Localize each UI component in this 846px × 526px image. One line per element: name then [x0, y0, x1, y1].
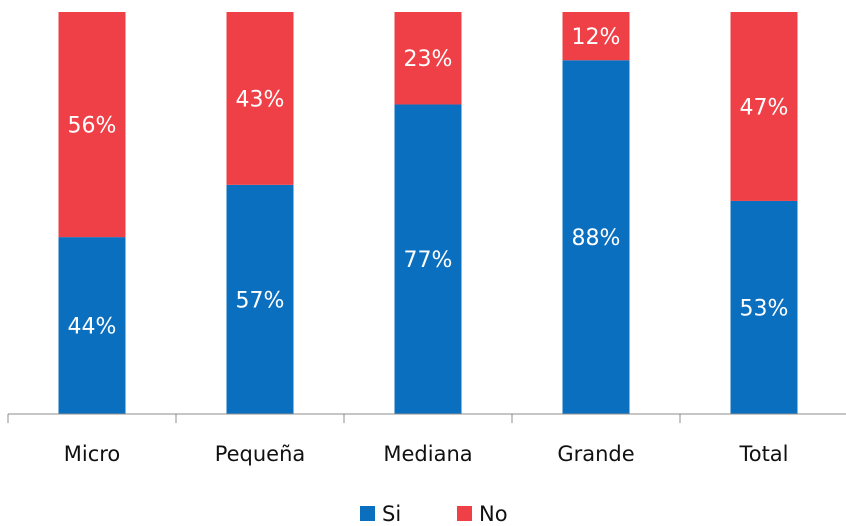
- bar-no-grande: [562, 12, 630, 61]
- data-label-no-micro: 56%: [68, 114, 117, 139]
- x-tick-label: Grande: [557, 442, 634, 466]
- bar-no-micro: [58, 12, 126, 238]
- data-label-no-pequeña: 43%: [236, 87, 285, 112]
- legend-label-no: No: [479, 502, 508, 526]
- bar-si-micro: [58, 237, 126, 414]
- bar-si-grande: [562, 60, 630, 415]
- bar-no-mediana: [394, 12, 462, 105]
- data-label-si-grande: 88%: [572, 226, 621, 251]
- plot-area: 44% 56% 57% 43% 77% 23% 88% 12% 53% 47%: [58, 12, 798, 415]
- data-label-no-mediana: 23%: [404, 47, 453, 72]
- x-tick-label: Pequeña: [215, 442, 306, 466]
- data-label-si-micro: 44%: [68, 315, 117, 340]
- data-label-si-total: 53%: [740, 296, 789, 321]
- x-tick-label: Mediana: [383, 442, 472, 466]
- bar-si-mediana: [394, 104, 462, 415]
- x-tick-label: Micro: [64, 442, 121, 466]
- bar-si-total: [730, 200, 798, 414]
- legend: Si No: [360, 502, 508, 526]
- bar-no-total: [730, 12, 798, 201]
- legend-swatch-si: [360, 506, 375, 521]
- bar-si-pequeña: [226, 184, 294, 414]
- x-tick-label: Total: [738, 442, 788, 466]
- data-label-si-mediana: 77%: [404, 248, 453, 273]
- data-label-no-grande: 12%: [572, 25, 621, 50]
- bar-no-pequeña: [226, 12, 294, 185]
- data-label-no-total: 47%: [740, 95, 789, 120]
- data-label-si-pequeña: 57%: [236, 288, 285, 313]
- x-axis: Micro Pequeña Mediana Grande Total: [7, 413, 846, 466]
- legend-swatch-no: [457, 506, 472, 521]
- legend-label-si: Si: [382, 502, 401, 526]
